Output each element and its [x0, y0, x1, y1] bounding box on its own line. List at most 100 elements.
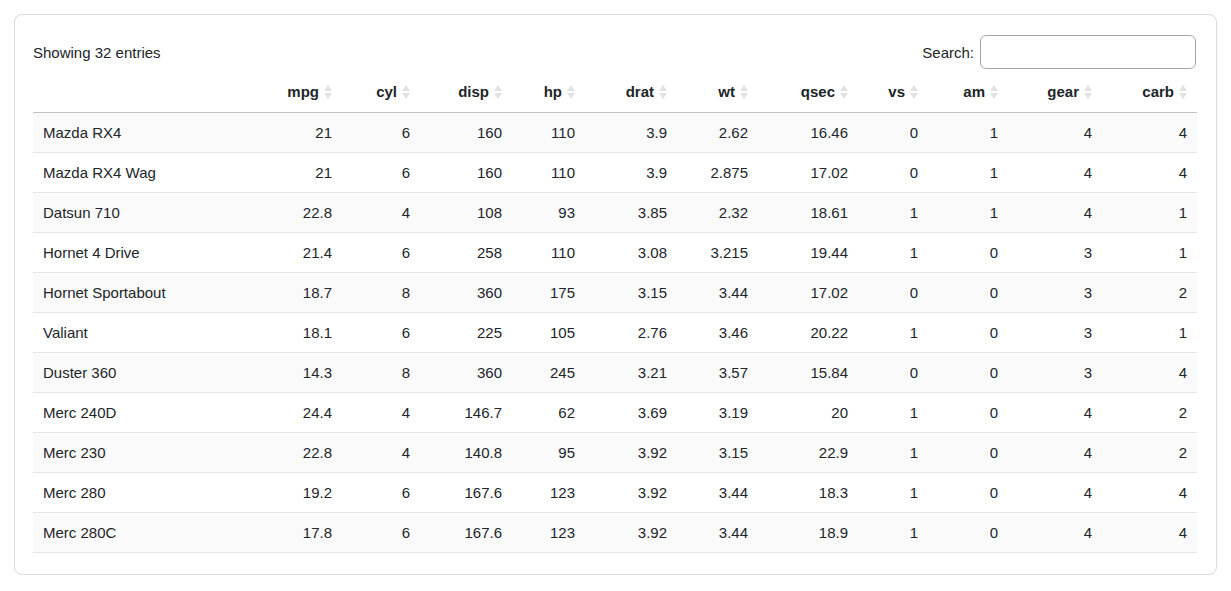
table-row: Merc 28019.26167.61233.923.4418.31044	[33, 473, 1197, 513]
column-header-label: cyl	[376, 83, 397, 100]
cell-gear: 3	[1008, 273, 1102, 313]
column-header-disp[interactable]: disp	[420, 71, 512, 113]
cell-wt: 3.44	[677, 273, 758, 313]
cell-hp: 62	[512, 393, 585, 433]
cell-wt: 2.875	[677, 153, 758, 193]
cell-disp: 225	[420, 313, 512, 353]
column-header-am[interactable]: am	[928, 71, 1008, 113]
column-header-cyl[interactable]: cyl	[342, 71, 420, 113]
search-control: Search:	[922, 35, 1196, 69]
cell-gear: 4	[1008, 513, 1102, 553]
column-header-hp[interactable]: hp	[512, 71, 585, 113]
cell-vs: 1	[858, 393, 928, 433]
cell-vs: 1	[858, 513, 928, 553]
cell-carb: 2	[1102, 433, 1197, 473]
column-header-qsec[interactable]: qsec	[758, 71, 858, 113]
cell-gear: 4	[1008, 393, 1102, 433]
cell-wt: 3.44	[677, 473, 758, 513]
cell-gear: 4	[1008, 153, 1102, 193]
cell-drat: 2.76	[585, 313, 677, 353]
toolbar: Showing 32 entries Search:	[33, 35, 1196, 69]
cell-vs: 1	[858, 473, 928, 513]
cell-hp: 175	[512, 273, 585, 313]
cell-hp: 105	[512, 313, 585, 353]
cell-mpg: 18.1	[264, 313, 342, 353]
cell-disp: 146.7	[420, 393, 512, 433]
cell-qsec: 16.46	[758, 113, 858, 153]
cell-carb: 1	[1102, 233, 1197, 273]
table-row: Mazda RX4 Wag2161601103.92.87517.020144	[33, 153, 1197, 193]
cell-disp: 160	[420, 153, 512, 193]
column-header-carb[interactable]: carb	[1102, 71, 1197, 113]
sort-icon	[740, 85, 748, 99]
cell-am: 1	[928, 153, 1008, 193]
cell-vs: 1	[858, 233, 928, 273]
cell-hp: 110	[512, 153, 585, 193]
sort-icon	[494, 85, 502, 99]
cell-hp: 245	[512, 353, 585, 393]
search-input[interactable]	[980, 35, 1196, 69]
table-row: Merc 23022.84140.8953.923.1522.91042	[33, 433, 1197, 473]
cell-qsec: 22.9	[758, 433, 858, 473]
cell-carb: 1	[1102, 313, 1197, 353]
cell-mpg: 21.4	[264, 233, 342, 273]
row-name-cell: Hornet 4 Drive	[33, 233, 264, 273]
cell-drat: 3.92	[585, 473, 677, 513]
cell-drat: 3.21	[585, 353, 677, 393]
sort-icon	[1084, 85, 1092, 99]
cell-vs: 1	[858, 313, 928, 353]
cell-carb: 2	[1102, 273, 1197, 313]
page: Showing 32 entries Search:	[0, 0, 1231, 591]
table-row: Hornet Sportabout18.783601753.153.4417.0…	[33, 273, 1197, 313]
cell-am: 0	[928, 473, 1008, 513]
cell-hp: 95	[512, 433, 585, 473]
row-name-cell: Mazda RX4 Wag	[33, 153, 264, 193]
cell-am: 0	[928, 313, 1008, 353]
cell-drat: 3.9	[585, 113, 677, 153]
table-row: Mazda RX42161601103.92.6216.460144	[33, 113, 1197, 153]
column-header-label: gear	[1047, 83, 1079, 100]
column-header-mpg[interactable]: mpg	[264, 71, 342, 113]
cell-carb: 1	[1102, 193, 1197, 233]
entries-info: Showing 32 entries	[33, 44, 161, 61]
column-header-label: qsec	[801, 83, 835, 100]
row-name-cell: Merc 280	[33, 473, 264, 513]
cell-am: 1	[928, 193, 1008, 233]
sort-icon	[659, 85, 667, 99]
cell-am: 1	[928, 113, 1008, 153]
table-row: Merc 280C17.86167.61233.923.4418.91044	[33, 513, 1197, 553]
cell-carb: 2	[1102, 393, 1197, 433]
column-header-rowname	[33, 71, 264, 113]
row-name-cell: Merc 280C	[33, 513, 264, 553]
cell-qsec: 18.61	[758, 193, 858, 233]
column-header-gear[interactable]: gear	[1008, 71, 1102, 113]
row-name-cell: Duster 360	[33, 353, 264, 393]
cell-disp: 360	[420, 353, 512, 393]
cell-vs: 1	[858, 433, 928, 473]
column-header-label: carb	[1142, 83, 1174, 100]
cell-mpg: 21	[264, 113, 342, 153]
cell-hp: 123	[512, 513, 585, 553]
cell-wt: 2.62	[677, 113, 758, 153]
cell-drat: 3.15	[585, 273, 677, 313]
column-header-wt[interactable]: wt	[677, 71, 758, 113]
cell-mpg: 22.8	[264, 433, 342, 473]
table-row: Valiant18.162251052.763.4620.221031	[33, 313, 1197, 353]
sort-icon	[910, 85, 918, 99]
table-row: Datsun 71022.84108933.852.3218.611141	[33, 193, 1197, 233]
column-header-vs[interactable]: vs	[858, 71, 928, 113]
cell-vs: 0	[858, 273, 928, 313]
cell-cyl: 6	[342, 233, 420, 273]
cell-gear: 4	[1008, 193, 1102, 233]
cell-carb: 4	[1102, 353, 1197, 393]
cell-am: 0	[928, 273, 1008, 313]
cell-drat: 3.92	[585, 433, 677, 473]
sort-icon	[990, 85, 998, 99]
cell-cyl: 6	[342, 113, 420, 153]
column-header-drat[interactable]: drat	[585, 71, 677, 113]
cell-hp: 110	[512, 233, 585, 273]
data-table: mpg cyl disphpdratwt qsec vsam gear carb Mazda…	[33, 71, 1197, 553]
cell-qsec: 17.02	[758, 153, 858, 193]
cell-cyl: 4	[342, 393, 420, 433]
sort-icon	[402, 85, 410, 99]
